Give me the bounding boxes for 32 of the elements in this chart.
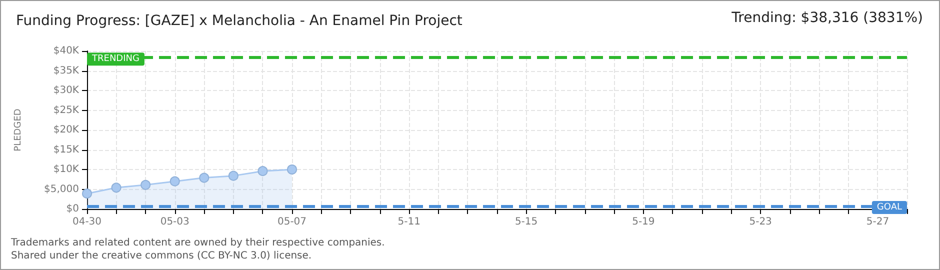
y-tick-label: $0 [66, 204, 79, 214]
y-tick-label: $10K [53, 164, 80, 175]
x-tick-label: 05-07 [277, 216, 307, 228]
y-tick-label: $25K [53, 104, 80, 116]
x-tick-label: 5-23 [749, 216, 772, 228]
y-axis-title: PLEDGED [14, 108, 24, 152]
point [287, 164, 297, 174]
x-tick-label: 5-11 [398, 216, 420, 228]
ref-line-label: TRENDING [91, 54, 140, 64]
text: Trademarks and related content are owned by their respective companies. [10, 238, 385, 248]
point [258, 166, 268, 176]
x-tick-label: 5-19 [632, 216, 655, 228]
point [111, 182, 122, 193]
point [170, 176, 180, 186]
text: Trending: $38,316 (3831%) [730, 10, 924, 26]
x-tick-label: 04-30 [72, 216, 102, 228]
point [82, 188, 92, 199]
ref-line-label: GOAL [876, 202, 902, 213]
point [140, 180, 151, 190]
text: Shared under the creative commons (CC BY-NC 3.0) license. [11, 250, 312, 262]
x-tick-label: 5-15 [514, 216, 538, 228]
x-tick-label: 5-27 [866, 216, 890, 228]
y-tick-label: $35K [53, 65, 80, 76]
point [228, 170, 238, 181]
x-tick-label: 05-03 [160, 216, 190, 228]
y-tick-label: $15K [53, 144, 80, 156]
y-tick-label: $5,000 [44, 184, 79, 195]
chart-title: Funding Progress: [GAZE] x Melancholia - An Enamel Pin Project [16, 13, 463, 29]
y-tick-label: $20K [53, 124, 80, 136]
y-tick-label: $40K [53, 46, 80, 56]
y-tick-label: $30K [53, 85, 80, 96]
point [199, 172, 210, 183]
